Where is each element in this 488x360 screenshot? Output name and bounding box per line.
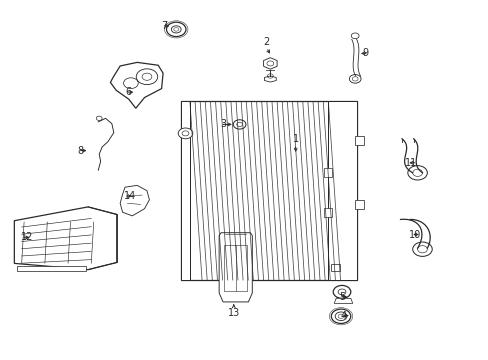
Bar	[181, 101, 356, 280]
Bar	[17, 266, 86, 271]
Circle shape	[166, 22, 185, 37]
Circle shape	[332, 285, 350, 298]
Polygon shape	[333, 298, 352, 303]
Bar	[354, 201, 363, 210]
Text: 5: 5	[338, 292, 345, 302]
Polygon shape	[264, 76, 276, 82]
Polygon shape	[14, 207, 117, 270]
Bar	[330, 264, 339, 271]
Polygon shape	[263, 58, 277, 69]
Bar	[181, 101, 189, 280]
Text: 11: 11	[405, 158, 417, 168]
Text: 4: 4	[340, 311, 346, 320]
Text: 8: 8	[78, 145, 83, 156]
Circle shape	[348, 75, 360, 83]
Text: 1: 1	[292, 134, 298, 144]
Circle shape	[96, 116, 102, 121]
Circle shape	[407, 166, 427, 180]
Text: 10: 10	[408, 230, 420, 239]
Circle shape	[233, 120, 245, 129]
Circle shape	[334, 312, 346, 320]
Text: 14: 14	[124, 191, 136, 201]
Bar	[224, 244, 247, 291]
Bar	[354, 136, 363, 145]
Bar	[324, 208, 331, 217]
Bar	[324, 168, 331, 177]
Circle shape	[171, 26, 181, 33]
Text: 2: 2	[263, 37, 269, 47]
Text: 3: 3	[220, 120, 226, 129]
Circle shape	[178, 128, 192, 139]
Circle shape	[412, 242, 431, 256]
Circle shape	[330, 309, 350, 323]
Polygon shape	[219, 233, 252, 302]
Text: 6: 6	[125, 87, 131, 97]
Text: 12: 12	[21, 232, 34, 242]
Bar	[328, 101, 356, 280]
Polygon shape	[110, 62, 163, 108]
Polygon shape	[120, 185, 149, 216]
Text: 7: 7	[161, 21, 167, 31]
Circle shape	[350, 33, 358, 39]
Text: 9: 9	[362, 48, 368, 58]
Text: 13: 13	[227, 309, 240, 318]
